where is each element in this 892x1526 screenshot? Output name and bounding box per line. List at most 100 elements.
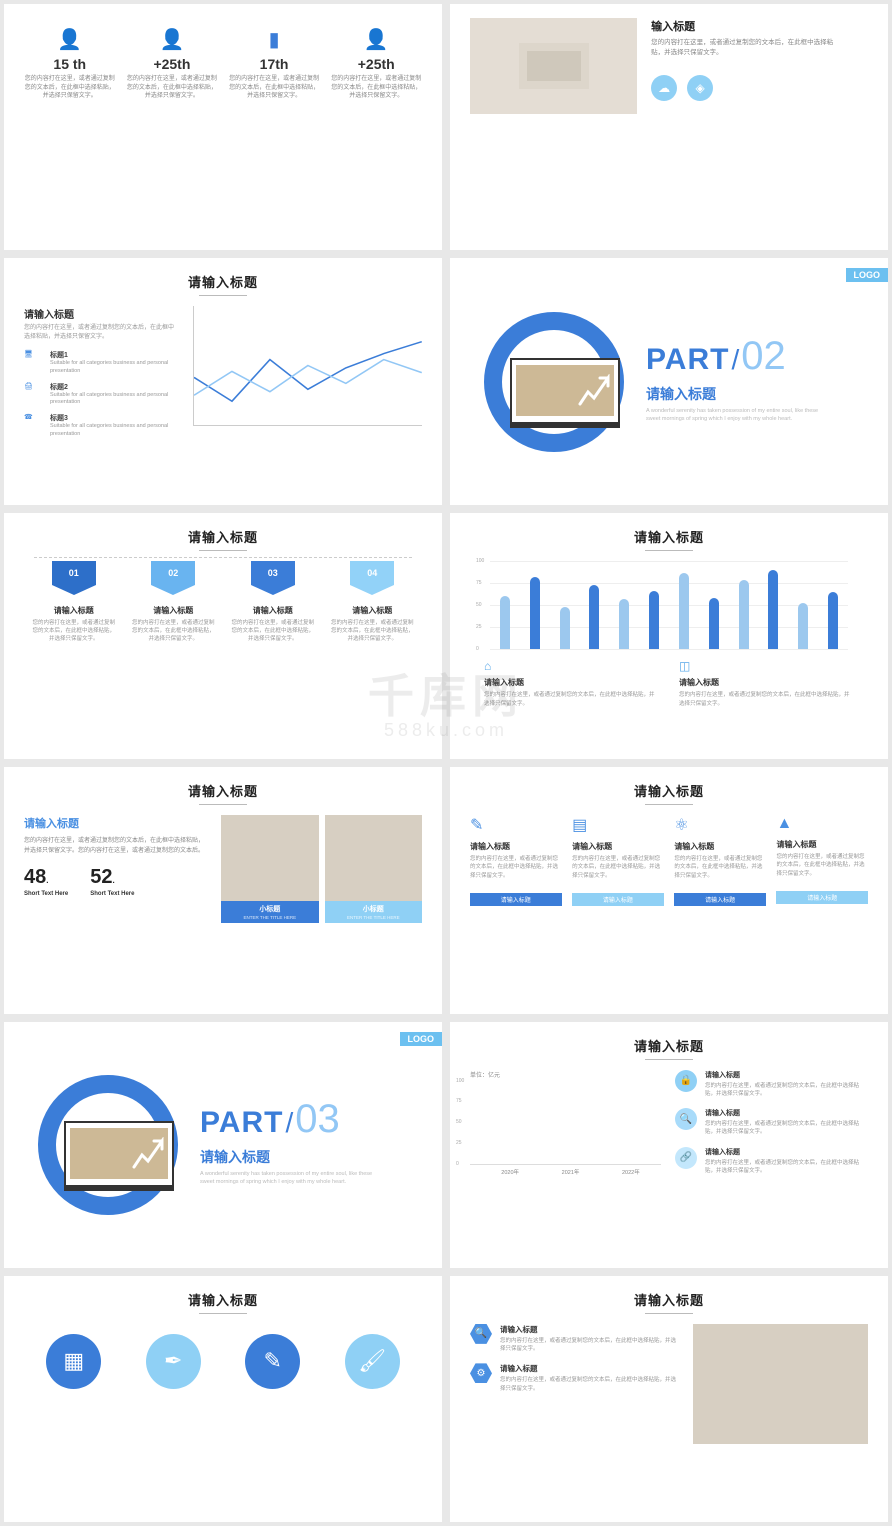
col-body: 您的内容打在这里，或者通过复制您的文本后，在此框中选择粘贴，并选择只保留文字。 (484, 691, 659, 709)
item-desc: Suitable for all categories business and… (50, 423, 175, 438)
ribbon-col: 02 请输入标题 您的内容打在这里，或者通过复制您的文本后，在此框中选择粘贴，并… (129, 561, 217, 644)
stat-icon: 👤 (24, 24, 116, 52)
x-label: 2020年 (501, 1168, 519, 1176)
slide-bar-chart: 请输入标题 0255075100 ⌂ 请输入标题 您的内容打在这里，或者通过复制… (450, 513, 888, 759)
part-sub: A wonderful serenity has taken possessio… (646, 408, 826, 423)
ribbon-desc: 您的内容打在这里，或者通过复制您的文本后，在此框中选择粘贴，并选择只保留文字。 (229, 619, 317, 644)
ribbon-title: 请输入标题 (129, 605, 217, 616)
slide-image-text: 输入标题 您的内容打在这里，或者通过复制您的文本后，在此框中选择粘贴，并选择只保… (450, 4, 888, 250)
circle-icon: 🔒 (675, 1070, 697, 1092)
col-body: 您的内容打在这里，或者通过复制您的文本后，在此框中选择粘贴，并选择只保留文字。 (470, 855, 562, 887)
gear-icon: ⚙ (470, 1363, 492, 1383)
section-title: 输入标题 (651, 18, 842, 34)
col-button[interactable]: 请输入标题 (776, 891, 868, 904)
ribbon-title: 请输入标题 (328, 605, 416, 616)
slide-title: 请输入标题 (24, 1290, 422, 1309)
part-sub: A wonderful serenity has taken possessio… (200, 1171, 380, 1186)
slide-title: 请输入标题 (470, 1290, 868, 1309)
bar (709, 598, 719, 649)
row-body: 您的内容打在这里，或者通过复制您的文本后，在此框中选择粘贴，并选择只保留文字。 (500, 1376, 677, 1393)
list-item: 🖥 标题1Suitable for all categories busines… (24, 350, 175, 375)
col-icon: ✎ (470, 815, 562, 835)
bar (798, 603, 808, 649)
list-row: 🔗 请输入标题您的内容打在这里，或者通过复制您的文本后，在此框中选择粘贴，并选择… (675, 1147, 868, 1176)
stat-col: 👤 +25th 您的内容打在这里，或者通过复制您的文本后，在此框中选择粘贴，并选… (330, 24, 422, 101)
feather-icon: ✒ (146, 1334, 201, 1389)
section-title: 请输入标题 (24, 815, 207, 831)
list-row: 🔒 请输入标题您的内容打在这里，或者通过复制您的文本后，在此框中选择粘贴，并选择… (675, 1070, 868, 1099)
stat-col: 👤 +25th 您的内容打在这里，或者通过复制您的文本后，在此框中选择粘贴，并选… (126, 24, 218, 101)
stat-value: 17th (228, 56, 320, 72)
ring-graphic (484, 312, 624, 452)
col-icon: ⚛ (674, 815, 766, 835)
col-body: 您的内容打在这里，或者通过复制您的文本后，在此框中选择粘贴，并选择只保留文字。 (572, 855, 664, 887)
bar (619, 599, 629, 648)
slide-grouped-bar: 请输入标题 单位：亿元 0255075100 2020年2021年2022年 🔒… (450, 1022, 888, 1268)
placeholder-image (693, 1324, 868, 1444)
cloud-icon[interactable]: ☁ (651, 75, 677, 101)
document-icon: ▦ (46, 1334, 101, 1389)
bar (560, 607, 570, 649)
photo-card: 小标题ENTER THE TITLE HERE (325, 815, 422, 923)
grouped-bar-chart: 0255075100 (470, 1081, 661, 1165)
slide-part-03: LOGO PART / 03 请输入标题 A wonderful serenit… (4, 1022, 442, 1268)
part-label: PART (646, 345, 729, 375)
stat-icon: 👤 (330, 24, 422, 52)
ribbon-number: 03 (251, 561, 295, 585)
row-title: 请输入标题 (500, 1363, 677, 1374)
icon-col: ▤ 请输入标题 您的内容打在这里，或者通过复制您的文本后，在此框中选择粘贴，并选… (572, 815, 664, 906)
ribbon-desc: 您的内容打在这里，或者通过复制您的文本后，在此框中选择粘贴，并选择只保留文字。 (328, 619, 416, 644)
row-title: 请输入标题 (705, 1147, 868, 1157)
col-body: 您的内容打在这里，或者通过复制您的文本后，在此框中选择粘贴，并选择只保留文字。 (679, 691, 854, 709)
slide-line-chart: 请输入标题 请输入标题 您的内容打在这里，或者通过复制您的文本后，在此框中选择粘… (4, 258, 442, 504)
stat: 48.Short Text Here (24, 866, 68, 897)
ribbon-col: 01 请输入标题 您的内容打在这里，或者通过复制您的文本后，在此框中选择粘贴，并… (30, 561, 118, 644)
stat-icon: ▮ (228, 24, 320, 52)
slide-hex-list: 请输入标题 🔍 请输入标题您的内容打在这里，或者通过复制您的文本后，在此框中选择… (450, 1276, 888, 1522)
col-icon: ▤ (572, 815, 664, 835)
placeholder-image (221, 815, 318, 901)
bar (649, 591, 659, 649)
stat-value: +25th (330, 56, 422, 72)
bar (739, 580, 749, 649)
slide-title: 请输入标题 (470, 781, 868, 800)
ring-graphic (38, 1075, 178, 1215)
bar (500, 596, 510, 649)
bar (768, 570, 778, 649)
col-button[interactable]: 请输入标题 (674, 893, 766, 906)
stat: 52.Short Text Here (90, 866, 134, 897)
stat-desc: 您的内容打在这里，或者通过复制您的文本后，在此框中选择粘贴，并选择只保留文字。 (228, 75, 320, 101)
logo-tag: LOGO (846, 268, 889, 282)
col-body: 您的内容打在这里，或者通过复制您的文本后，在此框中选择粘贴，并选择只保留文字。 (674, 855, 766, 887)
slide-title: 请输入标题 (470, 527, 868, 546)
col-button[interactable]: 请输入标题 (572, 893, 664, 906)
part-title: 请输入标题 (646, 384, 826, 404)
part-title: 请输入标题 (200, 1147, 380, 1167)
col-button[interactable]: 请输入标题 (470, 893, 562, 906)
row-title: 请输入标题 (705, 1108, 868, 1118)
row-title: 请输入标题 (500, 1324, 677, 1335)
logo-tag: LOGO (400, 1032, 443, 1046)
stat-col: 👤 15 th 您的内容打在这里，或者通过复制您的文本后，在此框中选择粘贴，并选… (24, 24, 116, 101)
row-body: 您的内容打在这里，或者通过复制您的文本后，在此框中选择粘贴，并选择只保留文字。 (705, 1120, 868, 1137)
placeholder-image (470, 18, 637, 114)
part-number: 03 (295, 1103, 340, 1135)
ribbon-title: 请输入标题 (30, 605, 118, 616)
ribbon-number: 02 (151, 561, 195, 585)
stat-value: 15 th (24, 56, 116, 72)
slide-title: 请输入标题 (24, 527, 422, 546)
circle-icon: 🔗 (675, 1147, 697, 1169)
card-subcaption: ENTER THE TITLE HERE (221, 915, 318, 923)
slide-title: 请输入标题 (24, 781, 422, 800)
stat-desc: 您的内容打在这里，或者通过复制您的文本后，在此框中选择粘贴，并选择只保留文字。 (24, 75, 116, 101)
slide-stats-photos: 请输入标题 请输入标题 您的内容打在这里，或者通过复制您的文本后，在此框中选择粘… (4, 767, 442, 1013)
left-title: 请输入标题 (24, 306, 175, 321)
row-body: 您的内容打在这里，或者通过复制您的文本后，在此框中选择粘贴，并选择只保留文字。 (705, 1082, 868, 1099)
slide-ribbons: 请输入标题 01 请输入标题 您的内容打在这里，或者通过复制您的文本后，在此框中… (4, 513, 442, 759)
bar (530, 577, 540, 649)
ribbon-col: 03 请输入标题 您的内容打在这里，或者通过复制您的文本后，在此框中选择粘贴，并… (229, 561, 317, 644)
stat-value: +25th (126, 56, 218, 72)
diamond-icon[interactable]: ◈ (687, 75, 713, 101)
chart-icon: ◫ (679, 659, 854, 673)
circle-icon: 🔍 (675, 1108, 697, 1130)
